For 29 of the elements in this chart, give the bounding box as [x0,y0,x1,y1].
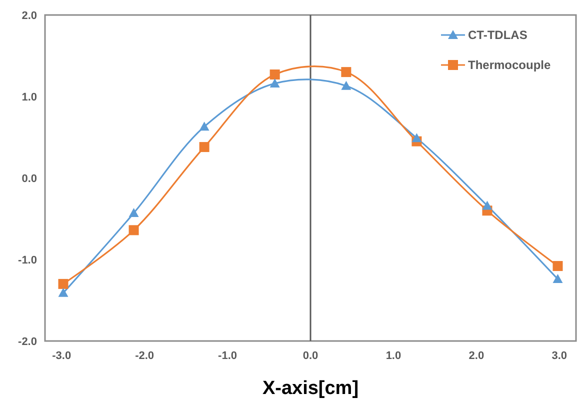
x-tick-label: 2.0 [468,350,484,362]
y-tick-label: 1.0 [22,91,37,104]
point [270,78,280,88]
point [199,122,210,131]
point [270,69,280,80]
point [58,288,68,297]
x-tick-label: -1.0 [218,350,238,362]
point [552,261,563,272]
legend-label: Thermocouple [468,58,551,72]
x-tick-label: 1.0 [386,350,402,362]
point [412,133,422,142]
x-tick-label: -2.0 [135,350,154,362]
point [341,80,352,90]
point [128,208,139,218]
y-tick-label: -1.0 [18,254,37,266]
x-tick-label: 0.0 [302,350,318,362]
point [58,278,68,289]
point [341,67,352,78]
point [482,200,492,210]
y-tick-label: -2.0 [18,336,37,348]
legend-label: CT-TDLAS [468,28,528,42]
point [199,142,210,152]
x-tick-label: 3.0 [552,350,568,362]
x-tick-label: -3.0 [52,350,72,362]
point [128,225,139,236]
y-tick-label: 0.0 [22,172,37,185]
y-tick-label: 2.0 [22,10,37,22]
point [552,274,563,284]
x-axis-title: X-axis[cm] [262,378,359,399]
